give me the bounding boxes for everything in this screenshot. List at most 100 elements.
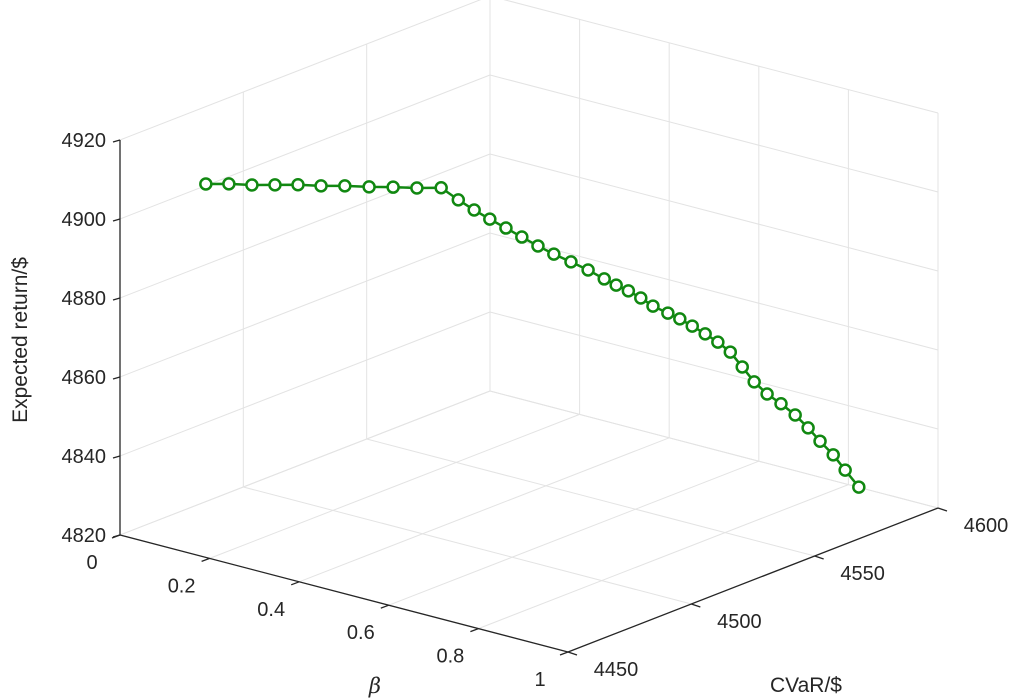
data-point — [609, 278, 623, 292]
x-tick-label: 0.4 — [257, 599, 285, 621]
data-point — [646, 299, 660, 313]
data-point — [564, 255, 578, 269]
data-point — [245, 178, 259, 192]
x-tick-label: 0.6 — [347, 622, 375, 644]
z-tick-label: 4920 — [62, 130, 107, 152]
data-point — [723, 345, 738, 359]
x-tick — [111, 534, 121, 539]
y-tick-label: 4600 — [964, 515, 1009, 537]
data-point — [838, 463, 852, 477]
z-tick-label: 4860 — [62, 367, 107, 389]
data-point — [597, 272, 611, 286]
wall-gridline — [119, 0, 482, 141]
x-axis-line — [119, 534, 569, 653]
data-point — [711, 335, 725, 349]
floor-gridline — [243, 486, 692, 605]
data-point — [531, 239, 545, 253]
data-point — [222, 177, 236, 191]
x-tick-label: 0.2 — [168, 575, 196, 597]
wall-gridline — [119, 232, 491, 378]
data-point — [788, 408, 802, 422]
x-tick — [380, 604, 390, 609]
y-tick — [691, 603, 701, 608]
data-point — [362, 180, 376, 194]
wall-gridline — [119, 311, 491, 457]
data-point — [268, 178, 282, 192]
data-point — [314, 179, 328, 193]
z-tick-label: 4840 — [62, 446, 107, 468]
series-line — [205, 182, 860, 488]
data-point — [386, 180, 400, 194]
x-tick-label: 1 — [534, 669, 545, 691]
wall-gridline — [503, 0, 939, 114]
x-tick-label: 0.8 — [436, 646, 464, 668]
z-tick-label: 4900 — [62, 209, 107, 231]
wall-gridline — [119, 74, 491, 220]
wall-gridline — [119, 390, 491, 536]
x-tick-label: 0 — [86, 552, 97, 574]
data-point — [483, 212, 497, 226]
series — [199, 177, 866, 494]
data-point — [410, 181, 424, 195]
data-point — [685, 319, 700, 333]
x-axis-label: β — [368, 674, 381, 698]
data-point — [826, 448, 840, 462]
data-point — [547, 247, 561, 261]
wall-gridline — [119, 153, 491, 299]
data-point — [673, 312, 687, 326]
data-point — [774, 396, 788, 411]
data-point — [467, 203, 481, 217]
wall-gridline — [489, 153, 939, 272]
data-point — [813, 434, 827, 448]
z-axis-label: Expected return/$ — [9, 257, 32, 423]
z-tick — [112, 455, 121, 459]
data-point — [801, 421, 815, 435]
wall-gridline — [489, 311, 939, 430]
data-point — [199, 177, 213, 191]
wall-gridline — [489, 232, 939, 351]
floor-gridline — [209, 413, 580, 559]
data-point — [634, 291, 648, 305]
data-point — [852, 480, 866, 494]
floor-gridline — [388, 460, 759, 606]
y-tick — [567, 651, 578, 656]
data-point — [434, 181, 448, 195]
x-tick — [470, 627, 479, 633]
data-point — [291, 178, 305, 192]
wall-gridline — [489, 74, 939, 193]
data-point — [515, 230, 529, 244]
y-tick-label: 4550 — [840, 563, 885, 585]
z-tick — [112, 218, 121, 222]
wall-gridline — [489, 390, 939, 509]
y-axis-label: CVaR/$ — [770, 674, 842, 697]
y-tick — [814, 555, 824, 560]
axes — [111, 139, 948, 656]
tick-labels: 4820 4840 4860 4880 4900 4920 0 0.2 0.4 0.6 0.8 1 44… — [62, 130, 1009, 691]
y-axis-line — [567, 507, 939, 653]
z-tick-label: 4880 — [62, 288, 107, 310]
data-point — [621, 284, 636, 298]
data-point — [760, 387, 774, 401]
floor-gridline — [299, 437, 670, 583]
y-tick-label: 4450 — [594, 659, 639, 681]
z-tick — [112, 297, 121, 301]
data-point — [735, 360, 749, 374]
data-point — [661, 306, 675, 320]
x-tick — [559, 651, 569, 656]
grid — [119, 0, 939, 653]
x-tick — [290, 581, 300, 586]
z-tick — [112, 139, 121, 143]
data-point — [698, 327, 712, 341]
data-point — [451, 193, 466, 207]
data-point — [581, 263, 595, 277]
floor-gridline — [478, 484, 849, 630]
data-point — [338, 179, 352, 193]
z-tick — [112, 376, 121, 380]
x-tick — [201, 557, 210, 563]
y-tick-label: 4500 — [717, 611, 762, 633]
z-tick-label: 4820 — [62, 525, 107, 547]
y-tick — [937, 507, 948, 512]
data-point — [747, 375, 761, 389]
floor-gridline — [366, 438, 815, 557]
